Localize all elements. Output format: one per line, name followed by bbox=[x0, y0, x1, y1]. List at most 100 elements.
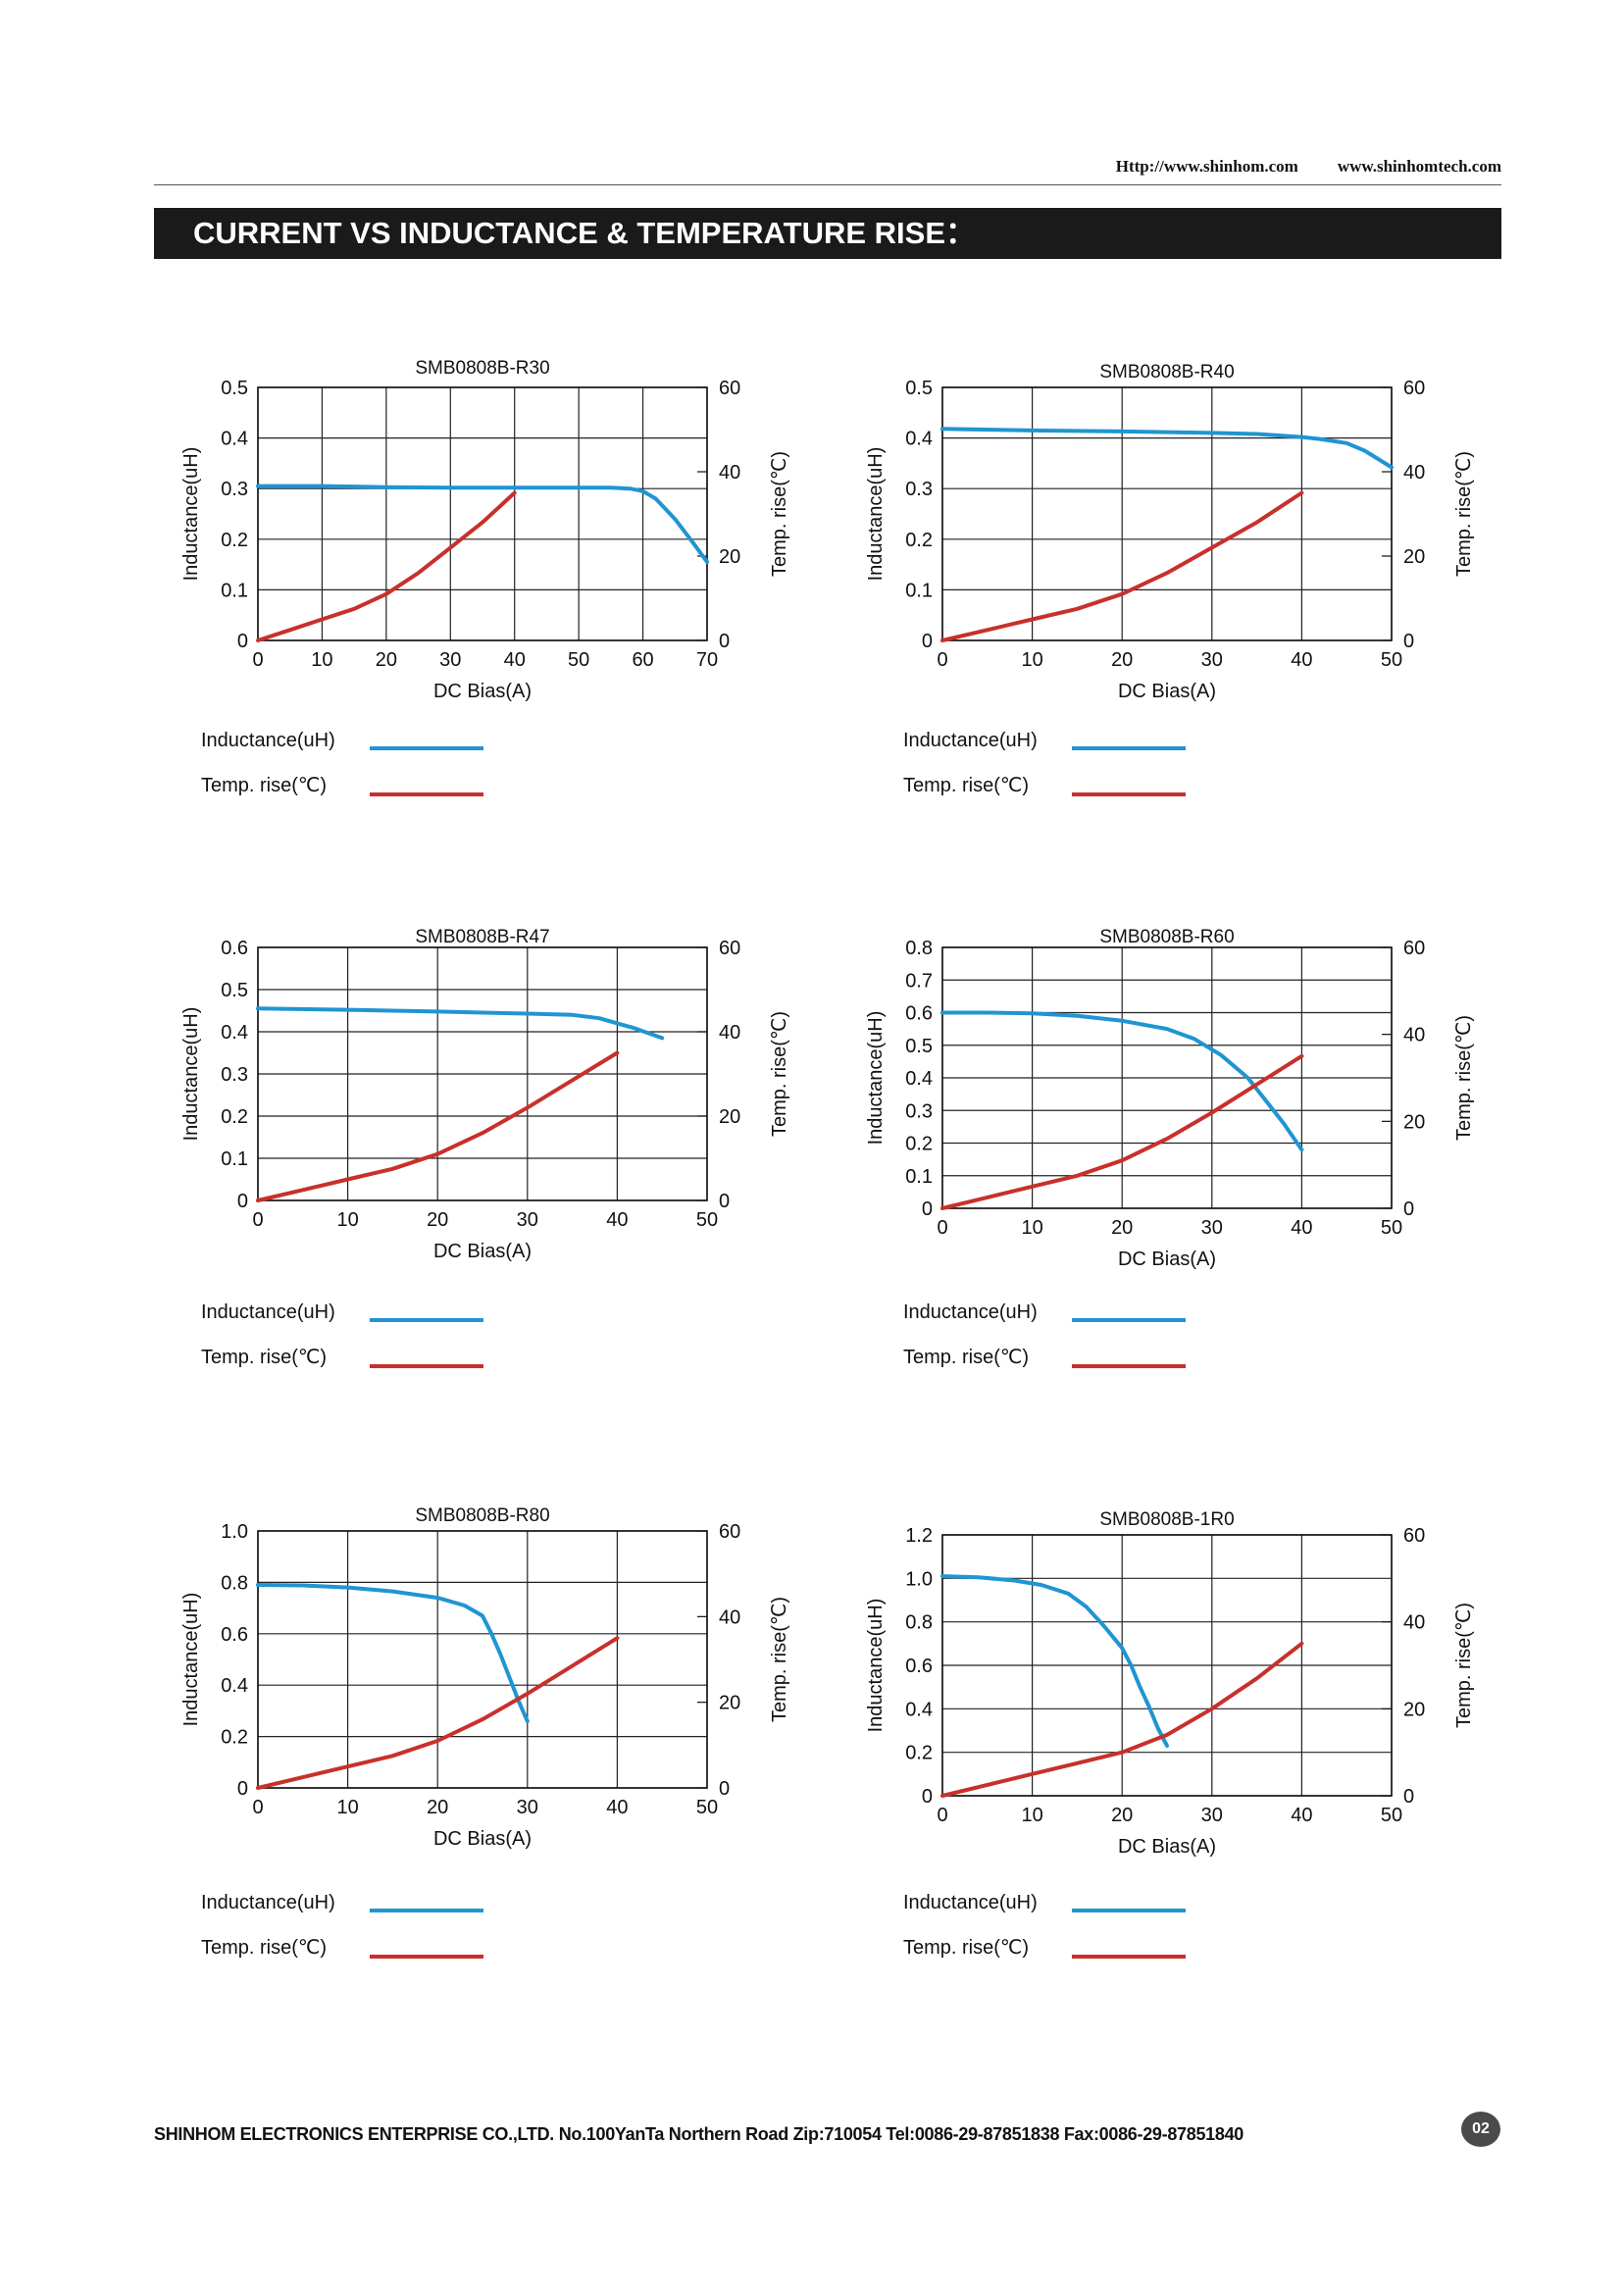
inductance-line bbox=[256, 1006, 665, 1041]
y2-tick-label: 20 bbox=[1403, 1111, 1425, 1133]
y2-axis-label: Temp. rise(℃) bbox=[1453, 451, 1475, 577]
chart-smb0808b-r80: SMB0808B-R80 0 10 20 30 40 50 0 0.2 0.4 0.6 0.8 1.0 0… bbox=[150, 1501, 795, 1866]
x-tick-label: 0 bbox=[937, 1805, 947, 1826]
y-tick-label: 0.6 bbox=[905, 1656, 933, 1677]
header-divider bbox=[154, 184, 1501, 185]
y-tick-label: 0.5 bbox=[905, 378, 933, 399]
y2-axis-label: Temp. rise(℃) bbox=[769, 1597, 790, 1722]
plot-frame bbox=[257, 1530, 708, 1789]
y2-tick-label: 60 bbox=[1403, 1525, 1425, 1547]
legend-temp-swatch bbox=[370, 792, 483, 796]
inductance-line bbox=[256, 1583, 530, 1723]
y-tick-label: 0.5 bbox=[221, 980, 248, 1001]
section-banner: CURRENT VS INDUCTANCE & TEMPERATURE RISE… bbox=[154, 208, 1501, 259]
legend-temp-swatch bbox=[1072, 1364, 1186, 1368]
x-tick-label: 0 bbox=[252, 1797, 263, 1818]
legend-temp-swatch bbox=[1072, 792, 1186, 796]
y2-tick-label: 40 bbox=[719, 1606, 740, 1628]
temp-rise-line bbox=[256, 1636, 620, 1790]
website-url-2[interactable]: www.shinhomtech.com bbox=[1337, 157, 1501, 176]
y-tick-label: 0.2 bbox=[905, 530, 933, 551]
y-axis-label: Inductance(uH) bbox=[180, 1593, 202, 1727]
x-tick-label: 30 bbox=[517, 1797, 538, 1818]
y-axis-label: Inductance(uH) bbox=[865, 447, 887, 582]
x-axis-label: DC Bias(A) bbox=[433, 1241, 532, 1262]
y-tick-label: 0 bbox=[237, 1778, 248, 1800]
y-tick-label: 0.1 bbox=[221, 1148, 248, 1170]
chart-smb0808b-r30: SMB0808B-R30 0 10 20 30 40 50 60 70 0 0.1 0.2 0.3 0.4… bbox=[150, 353, 795, 719]
x-tick-label: 0 bbox=[252, 649, 263, 671]
y-tick-label: 0.3 bbox=[905, 1100, 933, 1122]
y2-axis-label: Temp. rise(℃) bbox=[1453, 1603, 1475, 1728]
y-tick-label: 1.2 bbox=[905, 1525, 933, 1547]
x-axis-label: DC Bias(A) bbox=[1118, 1836, 1216, 1858]
y-tick-label: 0 bbox=[922, 1786, 933, 1808]
x-tick-label: 40 bbox=[1291, 1217, 1312, 1239]
website-url-1[interactable]: Http://www.shinhom.com bbox=[1115, 157, 1298, 176]
x-axis-label: DC Bias(A) bbox=[433, 681, 532, 702]
y2-tick-label: 0 bbox=[719, 1191, 730, 1212]
banner-title: CURRENT VS INDUCTANCE & TEMPERATURE RISE… bbox=[193, 216, 976, 250]
temp-rise-line bbox=[256, 490, 517, 642]
y-tick-label: 0.4 bbox=[221, 1675, 248, 1697]
header-urls: Http://www.shinhom.com www.shinhomtech.c… bbox=[1116, 157, 1501, 177]
legend-inductance-label: Inductance(uH) bbox=[201, 730, 335, 751]
plot-frame bbox=[941, 946, 1393, 1209]
x-tick-label: 10 bbox=[336, 1797, 358, 1818]
x-tick-label: 10 bbox=[336, 1209, 358, 1231]
y2-tick-label: 60 bbox=[1403, 378, 1425, 399]
y2-tick-label: 40 bbox=[1403, 1612, 1425, 1634]
y2-tick-label: 60 bbox=[719, 938, 740, 959]
legend-temp-swatch bbox=[370, 1955, 483, 1959]
x-tick-label: 30 bbox=[1201, 1805, 1223, 1826]
x-tick-label: 30 bbox=[1201, 1217, 1223, 1239]
y-tick-label: 0.3 bbox=[221, 1064, 248, 1086]
legend-temp-label: Temp. rise(℃) bbox=[903, 775, 1030, 796]
page-number-badge: 02 bbox=[1461, 2112, 1500, 2147]
x-axis-label: DC Bias(A) bbox=[433, 1828, 532, 1850]
y-tick-label: 1.0 bbox=[221, 1521, 248, 1543]
x-tick-label: 70 bbox=[696, 649, 718, 671]
x-tick-label: 20 bbox=[427, 1209, 448, 1231]
legend-inductance-swatch bbox=[370, 746, 483, 750]
x-tick-label: 10 bbox=[311, 649, 332, 671]
x-tick-label: 40 bbox=[504, 649, 526, 671]
y2-tick-label: 0 bbox=[719, 1778, 730, 1800]
chart-smb0808b-1r0: SMB0808B-1R0 0 10 20 30 40 50 0 0.2 0.4 0.6 0.8 1.0 1… bbox=[835, 1504, 1480, 1874]
inductance-line bbox=[940, 1010, 1304, 1152]
x-tick-label: 40 bbox=[606, 1209, 628, 1231]
legend-inductance-label: Inductance(uH) bbox=[201, 1892, 335, 1913]
y2-tick-label: 40 bbox=[1403, 1025, 1425, 1046]
chart-title: SMB0808B-R30 bbox=[415, 358, 549, 379]
y-tick-label: 0.8 bbox=[221, 1572, 248, 1594]
temp-rise-line bbox=[940, 1053, 1304, 1210]
chart-title: SMB0808B-R60 bbox=[1099, 927, 1234, 947]
y-tick-label: 1.0 bbox=[905, 1568, 933, 1590]
x-tick-label: 20 bbox=[376, 649, 397, 671]
y-tick-label: 0.6 bbox=[905, 1003, 933, 1025]
y2-axis-label: Temp. rise(℃) bbox=[1453, 1015, 1475, 1141]
x-tick-label: 50 bbox=[1381, 1217, 1402, 1239]
chart-title: SMB0808B-R80 bbox=[415, 1505, 549, 1526]
x-axis-label: DC Bias(A) bbox=[1118, 681, 1216, 702]
y-tick-label: 0.8 bbox=[905, 938, 933, 959]
x-tick-label: 0 bbox=[937, 649, 947, 671]
chart-smb0808b-r40: SMB0808B-R40 0 10 20 30 40 50 0 0.1 0.2 0.3 0.4 0.5 0… bbox=[835, 357, 1480, 719]
y2-tick-label: 60 bbox=[1403, 938, 1425, 959]
inductance-line bbox=[256, 484, 709, 564]
y2-tick-label: 20 bbox=[719, 1693, 740, 1714]
y-tick-label: 0.6 bbox=[221, 938, 248, 959]
x-tick-label: 30 bbox=[439, 649, 461, 671]
y-axis-label: Inductance(uH) bbox=[865, 1599, 887, 1733]
y-tick-label: 0.4 bbox=[221, 429, 248, 450]
legend-inductance-swatch bbox=[370, 1318, 483, 1322]
legend-inductance-swatch bbox=[1072, 1318, 1186, 1322]
y2-tick-label: 20 bbox=[719, 546, 740, 568]
y-tick-label: 0.5 bbox=[221, 378, 248, 399]
x-tick-label: 50 bbox=[696, 1797, 718, 1818]
legend-temp-swatch bbox=[370, 1364, 483, 1368]
x-tick-label: 20 bbox=[1111, 1805, 1133, 1826]
inductance-line bbox=[940, 427, 1394, 470]
y-tick-label: 0.2 bbox=[221, 530, 248, 551]
x-tick-label: 0 bbox=[252, 1209, 263, 1231]
